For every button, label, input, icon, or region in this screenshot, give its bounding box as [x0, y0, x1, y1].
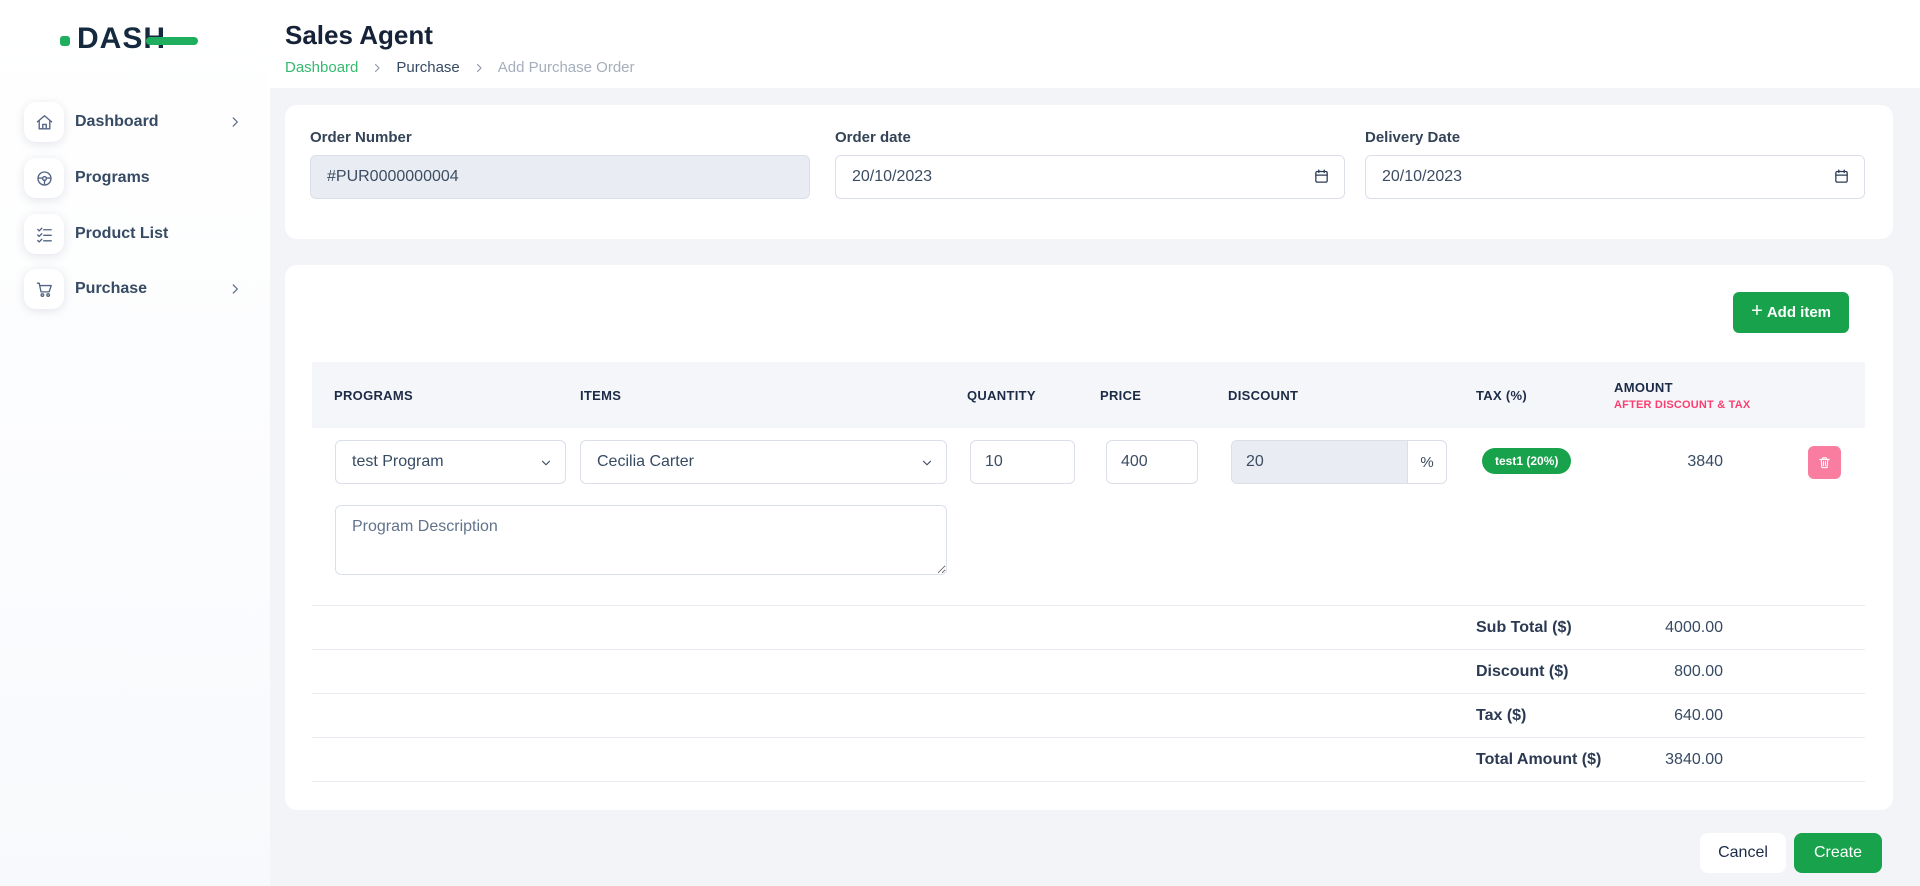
program-select-value: test Program: [352, 453, 444, 470]
column-header-discount: DISCOUNT: [1228, 387, 1299, 403]
sidebar: DASH Dashboard Programs: [0, 0, 270, 886]
logo-bar-icon: [146, 37, 198, 45]
calendar-icon[interactable]: [1833, 168, 1850, 185]
logo-dot-icon: [60, 36, 70, 46]
column-header-tax: TAX (%): [1476, 387, 1527, 403]
order-info-card: Order Number Order date Delivery Date: [285, 105, 1893, 239]
plus-icon: +: [1751, 300, 1763, 322]
subtotal-label: Sub Total ($): [1476, 619, 1572, 636]
price-input[interactable]: [1106, 440, 1198, 484]
breadcrumb-purchase[interactable]: Purchase: [396, 59, 460, 76]
sidebar-item-dashboard[interactable]: Dashboard: [24, 98, 246, 146]
delete-row-button[interactable]: [1808, 446, 1841, 479]
order-number-input[interactable]: [310, 155, 810, 199]
sidebar-item-purchase[interactable]: Purchase: [24, 265, 246, 313]
home-icon: [24, 102, 64, 142]
column-header-amount: AMOUNT AFTER DISCOUNT & TAX: [1614, 362, 1750, 428]
chevron-right-icon: [371, 62, 383, 74]
calendar-icon[interactable]: [1313, 168, 1330, 185]
program-select[interactable]: test Program: [335, 440, 566, 484]
item-select-value: Cecilia Carter: [597, 453, 694, 470]
page-title: Sales Agent: [285, 20, 433, 50]
column-header-quantity: QUANTITY: [967, 387, 1036, 403]
tax-total-value: 640.00: [1674, 707, 1723, 724]
tax-total-label: Tax ($): [1476, 707, 1527, 724]
breadcrumb-add-purchase-order: Add Purchase Order: [497, 59, 635, 76]
sidebar-item-label: Product List: [75, 225, 169, 242]
sidebar-item-label: Purchase: [75, 280, 148, 297]
top-bar: [0, 0, 1920, 88]
add-item-label: Add item: [1766, 304, 1831, 321]
amount-header-main: AMOUNT: [1614, 379, 1673, 395]
row-amount-value: 3840: [1687, 453, 1723, 470]
discount-field-group: %: [1231, 440, 1447, 484]
totals-section: Sub Total ($) 4000.00 Discount ($) 800.0…: [312, 605, 1865, 782]
breadcrumb: Dashboard Purchase Add Purchase Order: [285, 59, 635, 76]
trash-icon: [1817, 455, 1832, 470]
order-date-field-group: Order date: [835, 105, 1345, 239]
delivery-date-input[interactable]: [1365, 155, 1865, 199]
order-date-input[interactable]: [835, 155, 1345, 199]
order-number-label: Order Number: [310, 129, 412, 146]
chevron-down-icon: [920, 456, 934, 470]
items-table-header: PROGRAMS ITEMS QUANTITY PRICE DISCOUNT T…: [312, 362, 1865, 428]
add-item-button[interactable]: + Add item: [1733, 292, 1849, 333]
steering-wheel-icon: [24, 158, 64, 198]
subtotal-value: 4000.00: [1665, 619, 1723, 636]
delivery-date-label: Delivery Date: [1365, 129, 1461, 146]
delivery-date-field-group: Delivery Date: [1365, 105, 1865, 239]
sidebar-item-label: Programs: [75, 169, 150, 186]
percent-addon: %: [1407, 440, 1447, 484]
total-amount-row: Total Amount ($) 3840.00: [312, 738, 1865, 782]
program-description-textarea[interactable]: [335, 505, 947, 575]
chevron-right-icon: [228, 115, 242, 134]
cancel-button[interactable]: Cancel: [1700, 833, 1786, 873]
chevron-right-icon: [228, 282, 242, 301]
column-header-items: ITEMS: [580, 387, 622, 403]
discount-total-value: 800.00: [1674, 663, 1723, 680]
discount-input[interactable]: [1231, 440, 1407, 484]
sidebar-item-programs[interactable]: Programs: [24, 154, 246, 202]
cart-icon: [24, 269, 64, 309]
sidebar-item-label: Dashboard: [75, 113, 159, 130]
discount-total-label: Discount ($): [1476, 663, 1569, 680]
item-select[interactable]: Cecilia Carter: [580, 440, 947, 484]
amount-header-subtext: AFTER DISCOUNT & TAX: [1614, 398, 1751, 411]
order-number-field-group: Order Number: [310, 105, 810, 239]
chevron-down-icon: [539, 456, 553, 470]
total-amount-label: Total Amount ($): [1476, 751, 1602, 768]
discount-total-row: Discount ($) 800.00: [312, 650, 1865, 694]
sidebar-item-product-list[interactable]: Product List: [24, 210, 246, 258]
chevron-right-icon: [473, 62, 485, 74]
app-logo[interactable]: DASH: [60, 20, 220, 60]
create-button[interactable]: Create: [1794, 833, 1882, 873]
column-header-programs: PROGRAMS: [334, 387, 413, 403]
breadcrumb-dashboard-link[interactable]: Dashboard: [285, 59, 359, 76]
purchase-items-card: + Add item PROGRAMS ITEMS QUANTITY PRICE…: [285, 265, 1893, 810]
total-amount-value: 3840.00: [1665, 751, 1723, 768]
column-header-price: PRICE: [1100, 387, 1142, 403]
checklist-icon: [24, 214, 64, 254]
tax-badge: test1 (20%): [1482, 448, 1572, 474]
order-date-label: Order date: [835, 129, 911, 146]
quantity-input[interactable]: [970, 440, 1075, 484]
tax-total-row: Tax ($) 640.00: [312, 694, 1865, 738]
subtotal-row: Sub Total ($) 4000.00: [312, 606, 1865, 650]
